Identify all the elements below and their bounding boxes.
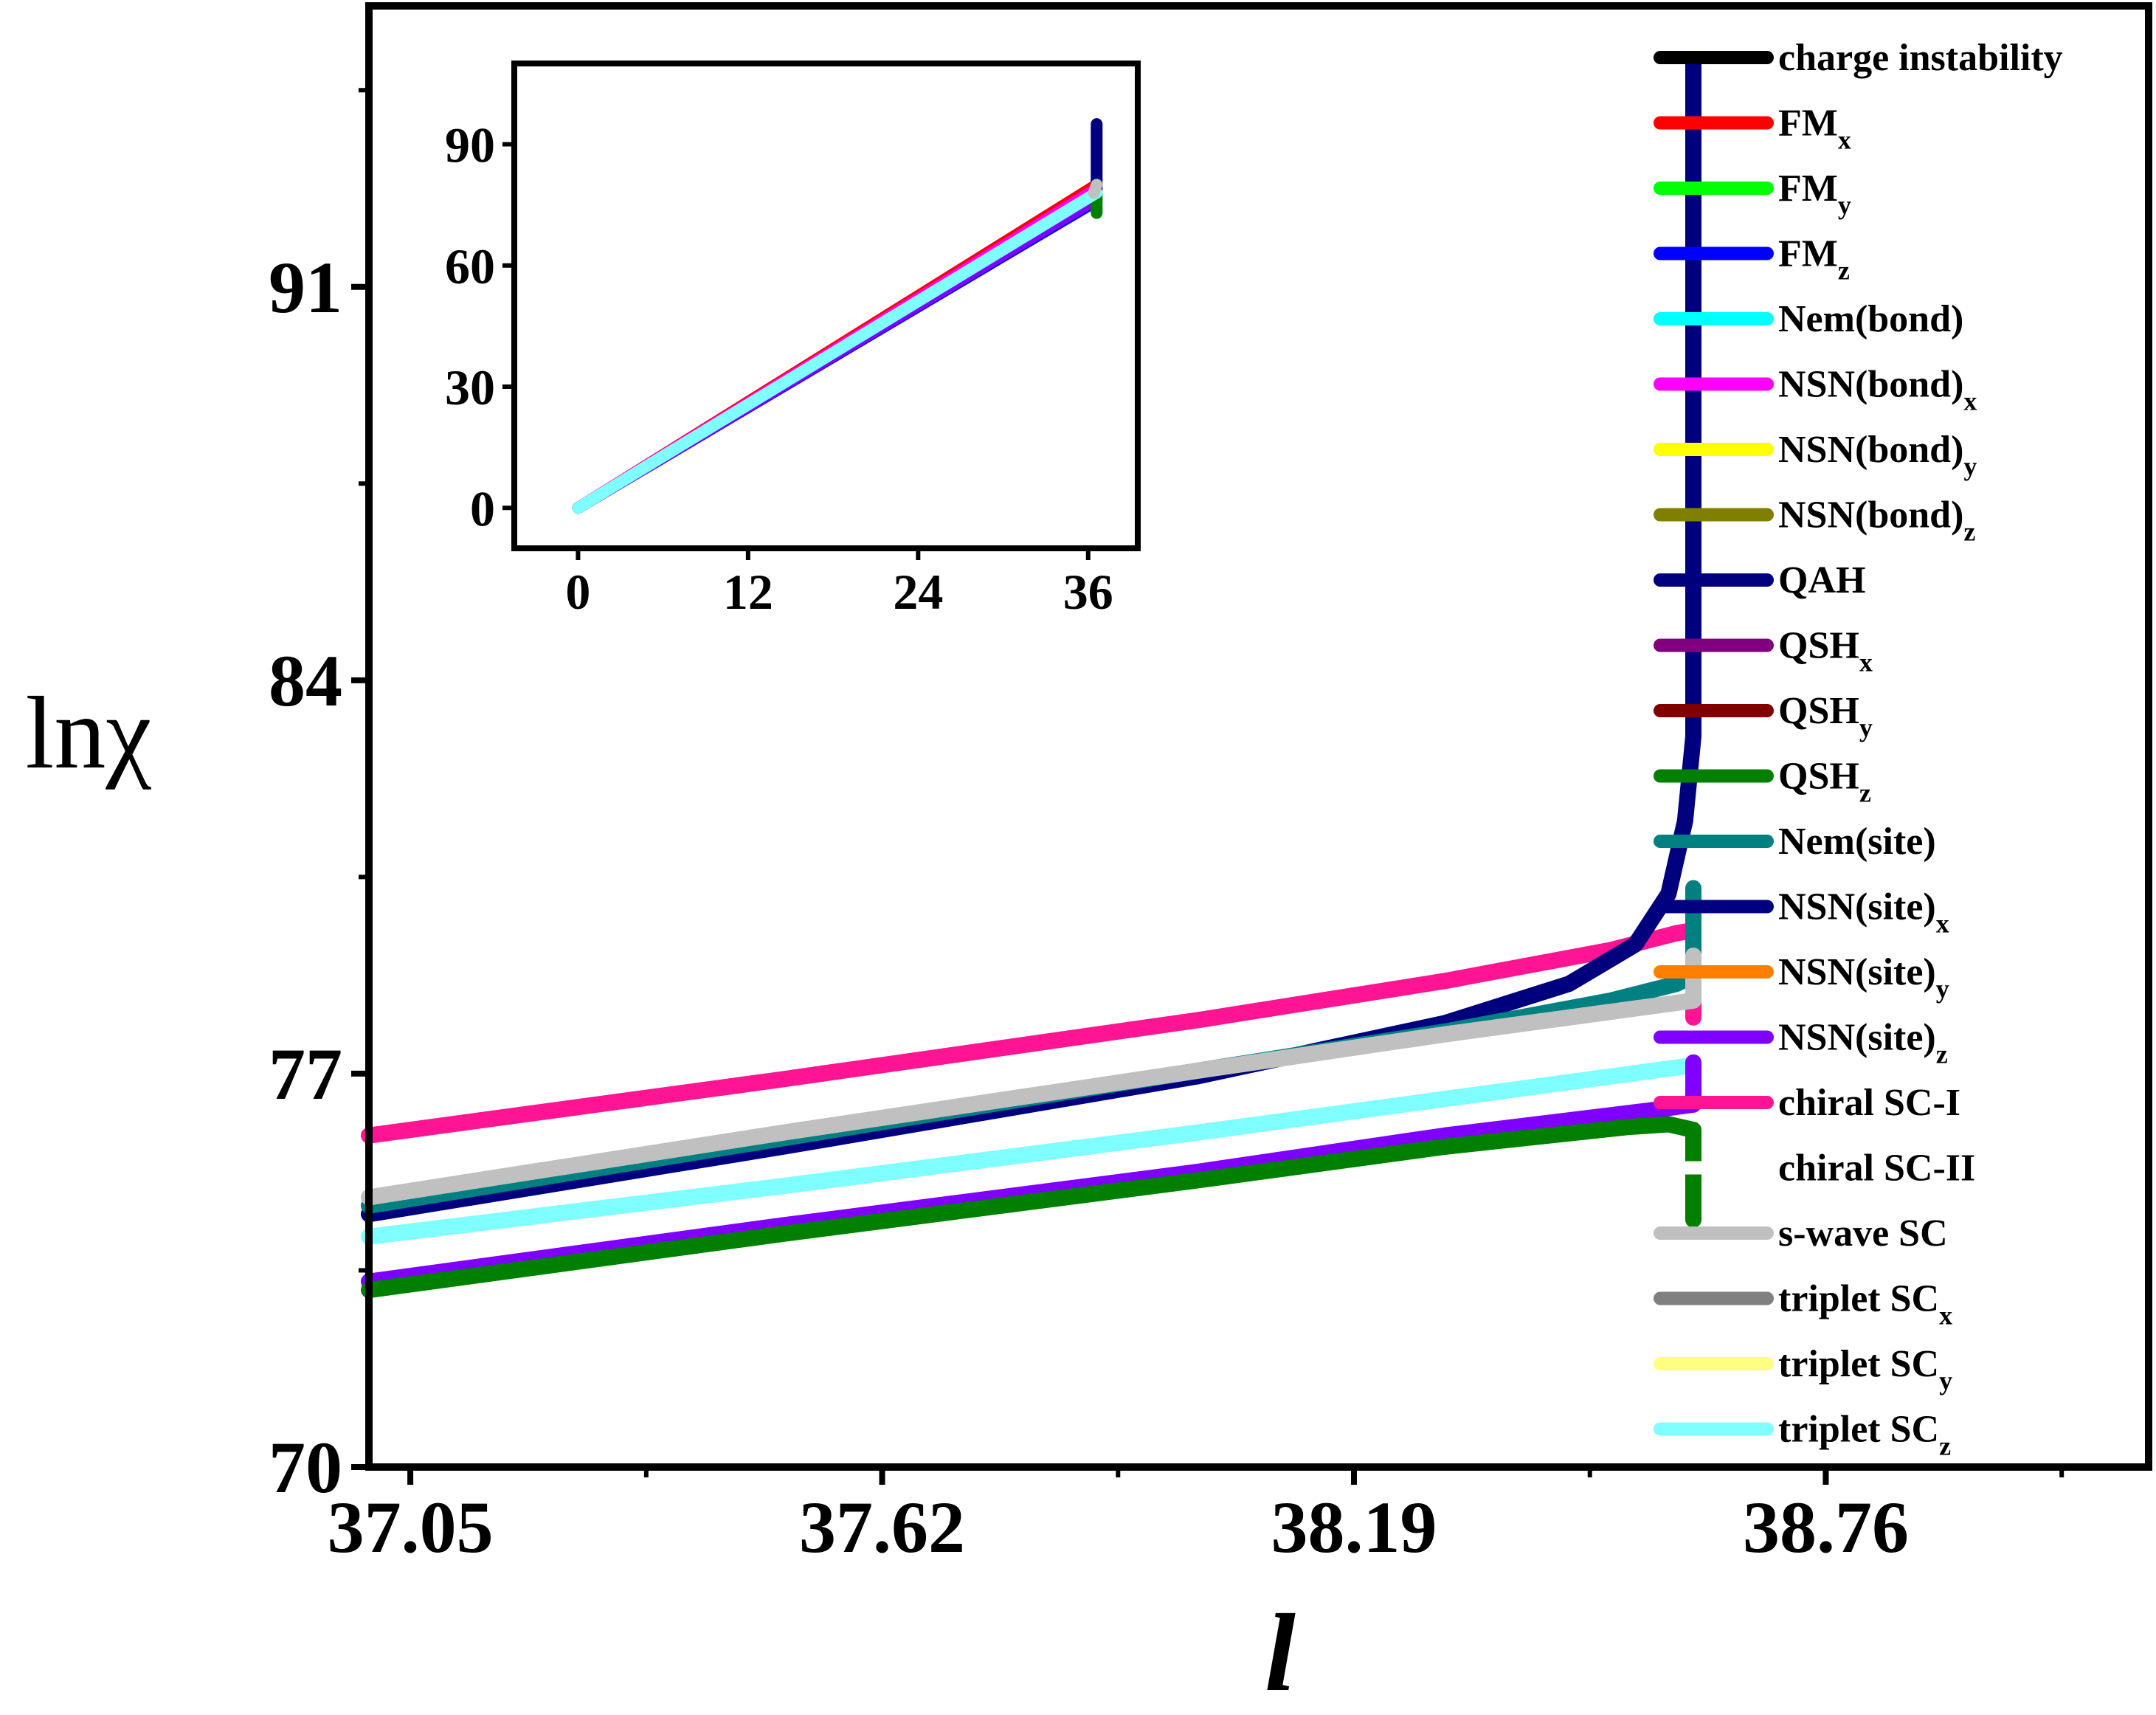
legend-label-main: charge instability: [1778, 37, 2063, 79]
legend-label: Nem(site): [1778, 821, 1936, 863]
legend-label-main: s-wave SC: [1778, 1212, 1948, 1255]
inset-x-tick-label: 36: [1063, 564, 1113, 620]
y-tick-label: 91: [269, 246, 342, 328]
inset-plot-frame: [511, 61, 1141, 551]
y-axis-title: lnχ: [25, 676, 151, 790]
legend-label-main: QAH: [1778, 559, 1865, 601]
x-axis-title: l: [1265, 1592, 1296, 1714]
legend-label: triplet SCx: [1778, 1278, 1952, 1331]
legend-label-main: chiral SC-II: [1778, 1148, 1975, 1190]
legend-label: chiral SC-II: [1778, 1148, 1975, 1190]
main-series-group: [361, 54, 1701, 1299]
legend-label: QAH: [1778, 559, 1865, 601]
legend-label: NSN(site)x: [1778, 886, 1949, 939]
legend: charge instabilityFMxFMyFMzNem(bond)NSN(…: [1654, 37, 2063, 1461]
legend-label-main: FM: [1778, 233, 1838, 275]
legend-label-main: triplet SC: [1778, 1278, 1939, 1320]
legend-label-subscript: y: [1936, 974, 1949, 1004]
main-series-line: [361, 1057, 1701, 1245]
legend-label-main: QSH: [1778, 756, 1859, 798]
inset-y-tick-label: 90: [445, 117, 495, 173]
legend-label-subscript: z: [1939, 1432, 1951, 1461]
legend-label-main: QSH: [1778, 625, 1859, 667]
legend-label-subscript: y: [1859, 713, 1873, 742]
inset-series-line: [1088, 179, 1103, 199]
x-tick-label: 38.76: [1743, 1486, 1909, 1568]
legend-label: FMy: [1778, 168, 1851, 220]
legend-label-main: NSN(site): [1778, 1017, 1936, 1059]
inset-background: [514, 63, 1138, 548]
legend-label-main: chiral SC-I: [1778, 1082, 1960, 1124]
legend-label-subscript: x: [1936, 909, 1949, 939]
main-plot-frame: [365, 2, 2152, 1471]
x-tick-label: 38.19: [1271, 1486, 1437, 1568]
legend-label-subscript: z: [1963, 517, 1975, 547]
legend-label: s-wave SC: [1778, 1212, 1948, 1255]
legend-label: charge instability: [1778, 37, 2063, 79]
main-axis-ticks: 37.05 37.62 38.19 38.76 70 77 84 91: [269, 88, 2065, 1568]
legend-label: FMx: [1778, 103, 1851, 155]
main-series-line: [361, 948, 1701, 1206]
inset-chart: 0 12 24 36 0 30 60 90: [445, 61, 1141, 621]
legend-label-main: QSH: [1778, 690, 1859, 732]
legend-label: QSHy: [1778, 690, 1873, 742]
legend-label: triplet SCy: [1778, 1343, 1952, 1395]
legend-label: NSN(site)y: [1778, 951, 1949, 1004]
legend-label-main: NSN(bond): [1778, 494, 1963, 536]
y-tick-label: 77: [269, 1033, 342, 1115]
inset-series-line: [572, 187, 1103, 514]
legend-label-main: NSN(bond): [1778, 364, 1963, 406]
legend-label-subscript: z: [1859, 779, 1871, 808]
legend-label: triplet SCz: [1778, 1409, 1951, 1461]
legend-label-subscript: x: [1859, 648, 1873, 677]
legend-label-subscript: z: [1838, 256, 1850, 286]
legend-label-main: NSN(bond): [1778, 429, 1963, 471]
legend-label-subscript: x: [1963, 387, 1977, 416]
inset-x-tick-label: 12: [723, 564, 773, 620]
legend-label: NSN(site)z: [1778, 1017, 1948, 1069]
inset-x-tick-label: 24: [893, 564, 943, 620]
legend-label-main: triplet SC: [1778, 1409, 1939, 1451]
inset-y-tick-label: 30: [445, 359, 495, 415]
legend-label-subscript: x: [1939, 1301, 1952, 1331]
inset-y-tick-label: 0: [470, 480, 495, 536]
x-tick-label: 37.62: [799, 1486, 965, 1568]
legend-label-main: FM: [1778, 168, 1838, 210]
legend-label: NSN(bond)y: [1778, 429, 1977, 481]
legend-label-main: NSN(site): [1778, 951, 1936, 993]
inset-axis-ticks: 0 12 24 36 0 30 60 90: [445, 117, 1113, 621]
legend-label: NSN(bond)x: [1778, 364, 1977, 416]
legend-label: QSHx: [1778, 625, 1873, 677]
x-tick-label: 37.05: [328, 1486, 494, 1568]
legend-label-subscript: y: [1939, 1366, 1952, 1395]
legend-label: FMz: [1778, 233, 1850, 286]
y-tick-label: 70: [269, 1426, 342, 1508]
legend-label: NSN(bond)z: [1778, 494, 1975, 547]
y-tick-label: 84: [269, 640, 342, 722]
inset-x-tick-label: 0: [565, 564, 590, 620]
legend-label-main: Nem(bond): [1778, 298, 1963, 340]
legend-label-main: NSN(site): [1778, 886, 1936, 928]
legend-label-main: triplet SC: [1778, 1343, 1939, 1385]
inset-y-tick-label: 60: [445, 238, 495, 294]
inset-series-group: [572, 118, 1103, 514]
legend-label: Nem(bond): [1778, 298, 1963, 340]
legend-label-subscript: x: [1838, 125, 1851, 155]
legend-label-subscript: y: [1963, 452, 1977, 481]
legend-label-subscript: y: [1838, 190, 1851, 220]
legend-label-subscript: z: [1936, 1040, 1948, 1069]
legend-label: chiral SC-I: [1778, 1082, 1960, 1124]
legend-label: QSHz: [1778, 756, 1871, 808]
legend-label-main: Nem(site): [1778, 821, 1936, 863]
legend-label-main: FM: [1778, 103, 1838, 145]
main-series-line: [361, 1054, 1701, 1290]
main-series-line: [361, 1116, 1701, 1299]
